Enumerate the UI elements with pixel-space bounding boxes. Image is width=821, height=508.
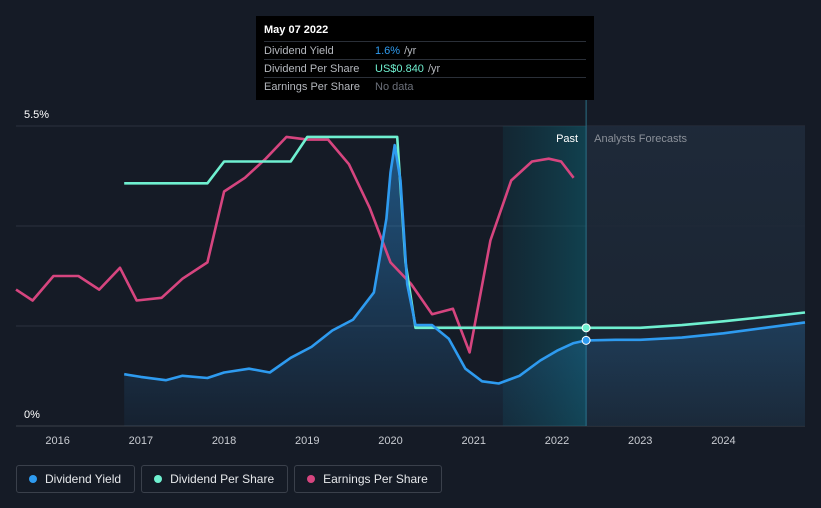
dividend-yield-area bbox=[124, 145, 805, 426]
chart-tooltip: May 07 2022 Dividend Yield 1.6% /yr Divi… bbox=[256, 16, 594, 100]
x-tick-label: 2024 bbox=[711, 435, 735, 447]
x-tick-label: 2019 bbox=[295, 435, 319, 447]
x-tick-label: 2016 bbox=[45, 435, 69, 447]
legend-dot-icon bbox=[29, 475, 37, 483]
legend-label: Dividend Per Share bbox=[170, 472, 275, 486]
legend-dividend-yield[interactable]: Dividend Yield bbox=[16, 465, 136, 493]
legend-earnings-per-share[interactable]: Earnings Per Share bbox=[294, 465, 442, 493]
tooltip-row-dividend-yield: Dividend Yield 1.6% /yr bbox=[264, 41, 586, 59]
tooltip-value: No data bbox=[375, 80, 414, 93]
dividend-per-share-marker bbox=[581, 323, 591, 333]
chart-markers bbox=[581, 323, 591, 345]
y-tick-label: 5.5% bbox=[24, 109, 49, 121]
tooltip-date: May 07 2022 bbox=[264, 24, 329, 36]
tooltip-label: Dividend Per Share bbox=[264, 62, 360, 75]
dividend-yield-line bbox=[123, 143, 806, 385]
tooltip-row-earnings-per-share: Earnings Per Share No data bbox=[264, 77, 586, 95]
tooltip-value: 1.6% bbox=[375, 44, 401, 57]
legend-label: Dividend Yield bbox=[45, 472, 122, 486]
x-tick-label: 2017 bbox=[129, 435, 153, 447]
tooltip-label: Earnings Per Share bbox=[264, 80, 360, 93]
chart-axes: 5.5% 0% 2016 2017 2018 2019 2020 2021 2022 2023 20… bbox=[24, 109, 736, 447]
tooltip-label: Dividend Yield bbox=[264, 44, 334, 57]
past-label: Past bbox=[556, 133, 578, 145]
x-tick-label: 2020 bbox=[378, 435, 402, 447]
chart-legend: Dividend Yield Dividend Per Share Earnin… bbox=[16, 465, 442, 493]
legend-dividend-per-share[interactable]: Dividend Per Share bbox=[141, 465, 289, 493]
tooltip-row-dividend-per-share: Dividend Per Share US$0.840 /yr bbox=[264, 59, 586, 77]
legend-dot-icon bbox=[307, 475, 316, 483]
tooltip-value: US$0.840 bbox=[375, 62, 424, 75]
earnings-per-share-line bbox=[15, 135, 575, 354]
chart-series bbox=[15, 135, 806, 426]
y-tick-label: 0% bbox=[24, 409, 40, 421]
x-tick-label: 2023 bbox=[628, 435, 652, 447]
x-tick-label: 2018 bbox=[212, 435, 236, 447]
legend-dot-icon bbox=[154, 475, 163, 483]
tooltip-unit: /yr bbox=[427, 62, 441, 75]
tooltip-unit: /yr bbox=[404, 44, 417, 57]
forecast-label: Analysts Forecasts bbox=[594, 133, 687, 145]
x-tick-label: 2022 bbox=[545, 435, 569, 447]
x-tick-label: 2021 bbox=[462, 435, 486, 447]
legend-label: Earnings Per Share bbox=[323, 472, 428, 486]
dividend-yield-marker bbox=[581, 335, 591, 345]
